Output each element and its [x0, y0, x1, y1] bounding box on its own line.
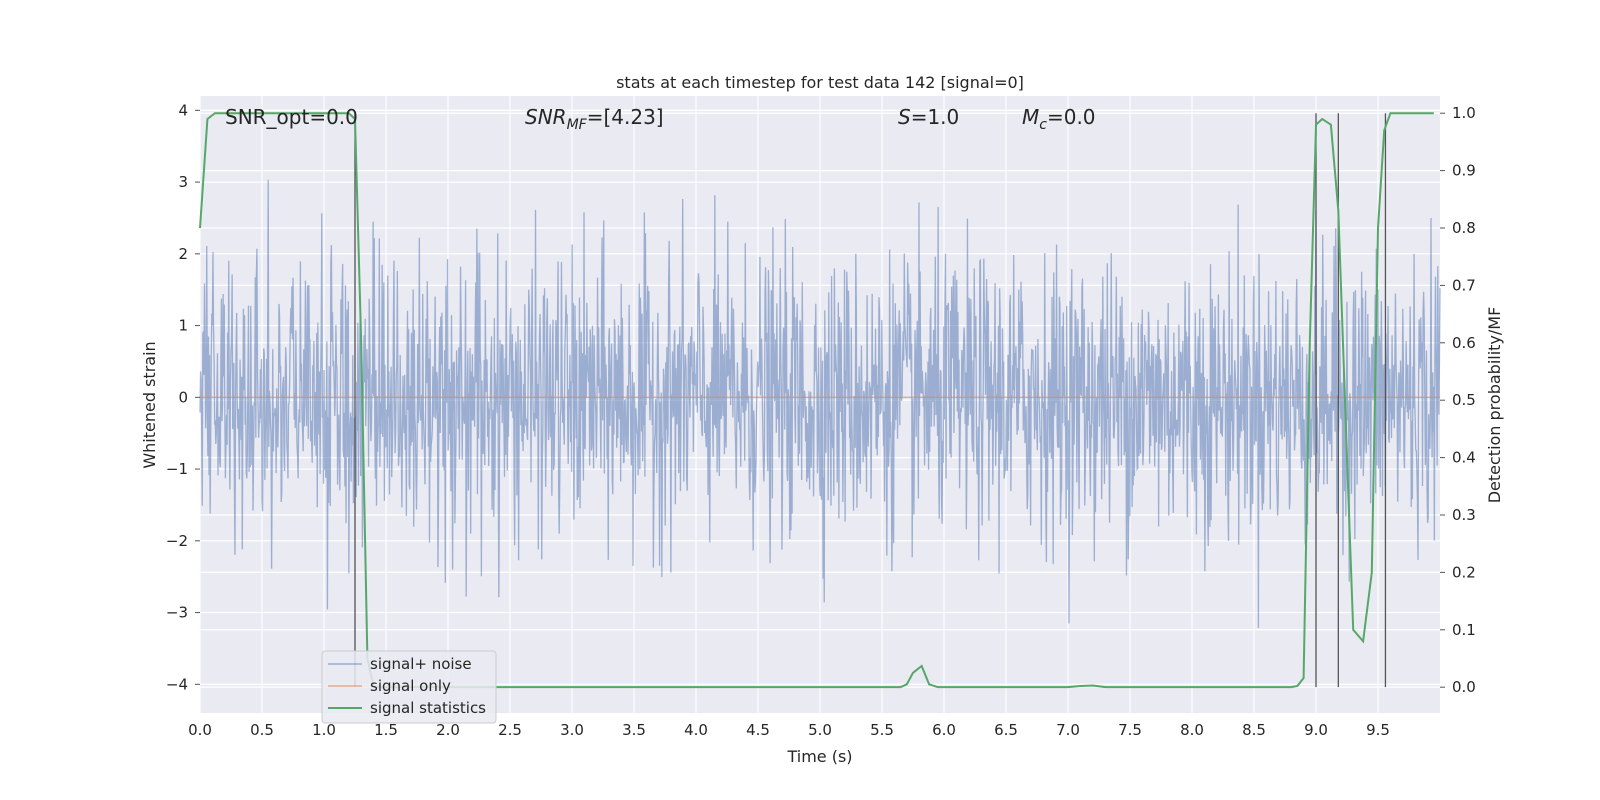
signal-statistics-series	[199, 112, 1434, 689]
x-tick-label: 9.0	[1304, 721, 1328, 739]
mc-annotation: Mc=0.0	[1022, 105, 1096, 133]
y-tick-label: −4	[166, 675, 188, 693]
legend: signal+ noise signal only signal statist…	[321, 650, 497, 724]
x-tick-label: 4.0	[684, 721, 708, 739]
y2-axis-label: Detection probability/MF	[1485, 307, 1504, 504]
x-axis-ticks: 0.0 0.5 1.0 1.5 2.0 2.5 3.0 3.5 4.0 4.5 5.0 5.5 6.0 6…	[188, 721, 1390, 739]
y2-tick-label: 0.6	[1452, 334, 1476, 352]
x-tick-label: 8.0	[1180, 721, 1204, 739]
x-tick-label: 2.0	[436, 721, 460, 739]
x-tick-label: 3.0	[560, 721, 584, 739]
y2-tick-label: 0.8	[1452, 219, 1476, 237]
y-tick-label: 4	[178, 101, 188, 119]
annotations: SNR_opt=0.0 SNRMF=[4.23] S=1.0 Mc=0.0	[225, 105, 1096, 133]
y-tick-label: −2	[166, 532, 188, 550]
x-tick-label: 4.5	[746, 721, 770, 739]
y2-tick-label: 1.0	[1452, 104, 1476, 122]
y-tick-label: −1	[166, 460, 188, 478]
x-tick-label: 5.5	[870, 721, 894, 739]
x-tick-label: 1.5	[374, 721, 398, 739]
x-tick-label: 0.5	[250, 721, 274, 739]
y2-tick-label: 0.4	[1452, 449, 1476, 467]
s-annotation: S=1.0	[898, 105, 959, 129]
snr-opt-annotation: SNR_opt=0.0	[225, 105, 358, 129]
detection-vertical-lines	[354, 113, 1387, 688]
y2-axis-ticks: 0.0 0.1 0.2 0.3 0.4 0.5 0.6 0.7 0.8 0.9 1.0	[1440, 104, 1476, 696]
y-tick-label: 2	[178, 245, 188, 263]
x-tick-label: 6.0	[932, 721, 956, 739]
x-tick-label: 7.5	[1118, 721, 1142, 739]
x-tick-label: 8.5	[1242, 721, 1266, 739]
y2-tick-label: 0.9	[1452, 162, 1476, 180]
signal-noise-line	[199, 179, 1441, 628]
x-axis-label: Time (s)	[786, 747, 852, 766]
chart-title: stats at each timestep for test data 142…	[616, 73, 1024, 92]
y-tick-label: 1	[178, 317, 188, 335]
x-tick-label: 2.5	[498, 721, 522, 739]
y2-tick-label: 0.3	[1452, 506, 1476, 524]
signal-noise-series	[199, 179, 1441, 628]
legend-label-noise: signal+ noise	[370, 655, 472, 673]
grid-lines	[199, 96, 1440, 713]
legend-label-signal: signal only	[370, 677, 451, 695]
y-tick-label: 3	[178, 173, 188, 191]
y2-tick-label: 0.0	[1452, 678, 1476, 696]
y2-tick-label: 0.7	[1452, 276, 1476, 294]
legend-label-stats: signal statistics	[370, 699, 486, 717]
y2-tick-label: 0.2	[1452, 563, 1476, 581]
x-tick-label: 0.0	[188, 721, 212, 739]
x-tick-label: 6.5	[994, 721, 1018, 739]
y2-tick-label: 0.5	[1452, 391, 1476, 409]
legend-box	[321, 650, 497, 724]
signal-statistics-line	[199, 112, 1434, 689]
y-tick-label: 0	[178, 388, 188, 406]
y-axis-label: Whitened strain	[140, 341, 159, 468]
x-tick-label: 5.0	[808, 721, 832, 739]
x-tick-label: 9.5	[1366, 721, 1390, 739]
x-tick-label: 7.0	[1056, 721, 1080, 739]
y-tick-label: −3	[166, 604, 188, 622]
y2-tick-label: 0.1	[1452, 621, 1476, 639]
x-tick-label: 3.5	[622, 721, 646, 739]
y-axis-ticks: −4 −3 −2 −1 0 1 2 3 4	[166, 101, 200, 693]
snr-mf-annotation: SNRMF=[4.23]	[525, 105, 664, 133]
x-tick-label: 1.0	[312, 721, 336, 739]
